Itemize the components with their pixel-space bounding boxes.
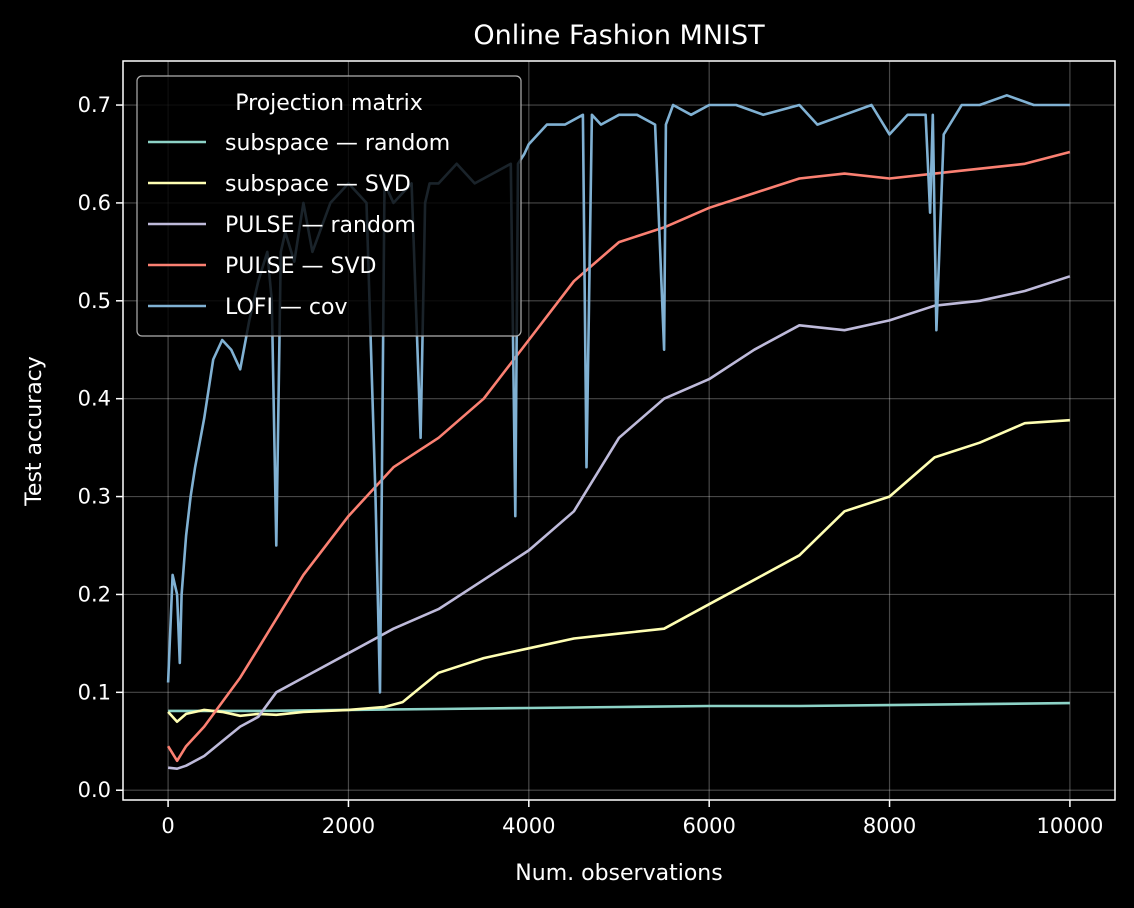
legend-label: subspace — random: [225, 131, 450, 156]
y-tick-label: 0.6: [78, 191, 111, 215]
axis-ticks: 0 2000 4000 6000 8000 10000 0.0 0.1 0.2 0.3 0.4 0.5…: [78, 93, 1104, 838]
legend-title: Projection matrix: [235, 91, 423, 116]
x-tick-label: 2000: [322, 814, 375, 838]
x-axis-label: Num. observations: [515, 861, 722, 886]
series-lines: [166, 94, 1071, 771]
y-tick-label: 0.7: [78, 93, 111, 117]
legend-entries: subspace — random subspace — SVD PULSE — r…: [148, 131, 450, 320]
y-tick-label: 0.2: [78, 582, 111, 606]
x-tick-label: 10000: [1037, 814, 1104, 838]
y-axis-label: Test accuracy: [22, 356, 47, 507]
legend: Projection matrix subspace — randomsubsp…: [136, 75, 522, 337]
series-line-2: [167, 275, 1071, 771]
y-tick-label: 0.5: [78, 289, 111, 313]
y-tick-label: 0.3: [78, 485, 111, 509]
x-tick-label: 6000: [682, 814, 735, 838]
legend-label: PULSE — SVD: [225, 254, 376, 279]
series-line-1: [167, 418, 1070, 724]
x-tick-label: 0: [161, 814, 174, 838]
x-tick-label: 8000: [863, 814, 916, 838]
chart-title: Online Fashion MNIST: [473, 20, 765, 51]
legend-box: [136, 75, 522, 337]
plot-frame: [122, 60, 1116, 801]
series-line-3: [166, 150, 1071, 763]
legend-label: PULSE — random: [225, 213, 416, 238]
x-tick-label: 4000: [502, 814, 555, 838]
series-line-0: [168, 701, 1070, 713]
y-tick-label: 0.4: [78, 387, 111, 411]
y-tick-label: 0.1: [78, 680, 111, 704]
legend-label: subspace — SVD: [225, 172, 411, 197]
y-tick-label: 0.0: [78, 778, 111, 802]
legend-label: LOFI — cov: [225, 295, 348, 320]
